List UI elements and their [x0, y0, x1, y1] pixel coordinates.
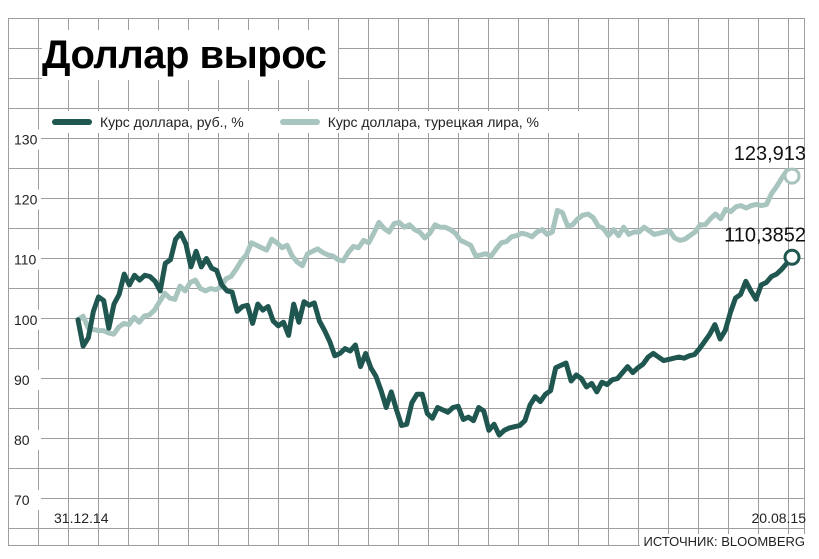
- legend-swatch-rub: [52, 119, 92, 125]
- end-label-try: 123,913: [734, 143, 806, 165]
- y-tick-label: 80: [14, 432, 30, 448]
- series-lines: [75, 168, 795, 438]
- legend-swatch-try: [279, 119, 320, 125]
- source-note: ИСТОЧНИК: BLOOMBERG: [639, 534, 805, 549]
- y-tick-label-bg: [9, 429, 41, 450]
- series-endpoints: 110,3852 123,913: [724, 143, 806, 266]
- y-tick-label: 100: [14, 312, 38, 328]
- series-line-try: [75, 168, 795, 337]
- legend-label-try: Курс доллара, турецкая лира, %: [327, 114, 539, 130]
- y-tick-label: 120: [14, 192, 38, 208]
- x-tick-label: 20.08.15: [752, 510, 807, 526]
- x-axis: 31.12.14 20.08.15: [54, 510, 806, 526]
- y-tick-label-bg: [9, 369, 41, 390]
- legend-item-rub: Курс доллара, руб., %: [52, 114, 244, 130]
- y-tick-label-bg: [9, 309, 41, 330]
- y-tick-label: 70: [14, 492, 30, 508]
- y-tick-label-bg: [9, 490, 41, 510]
- end-label-rub: 110,3852: [724, 224, 806, 246]
- grid-border: [8, 18, 805, 546]
- y-axis: 70 80 90 100 110 120 130: [9, 129, 41, 510]
- y-tick-label: 130: [14, 132, 38, 148]
- x-tick-label: 31.12.14: [54, 510, 109, 526]
- series-line-rub: [75, 230, 795, 438]
- legend: Курс доллара, руб., % Курс доллара, туре…: [52, 111, 583, 133]
- endpoint-marker-try: [783, 167, 801, 185]
- y-tick-label-bg: [9, 189, 41, 210]
- y-tick-label-bg: [9, 129, 41, 150]
- y-tick-label-bg: [9, 249, 41, 270]
- y-tick-label: 110: [14, 252, 37, 268]
- y-tick-label: 90: [14, 372, 30, 388]
- legend-item-try: Курс доллара, турецкая лира, %: [279, 114, 539, 130]
- chart-title: Доллар вырос: [42, 30, 339, 80]
- grid: [8, 18, 805, 546]
- legend-label-rub: Курс доллара, руб., %: [100, 114, 244, 130]
- endpoint-marker-rub: [783, 248, 801, 266]
